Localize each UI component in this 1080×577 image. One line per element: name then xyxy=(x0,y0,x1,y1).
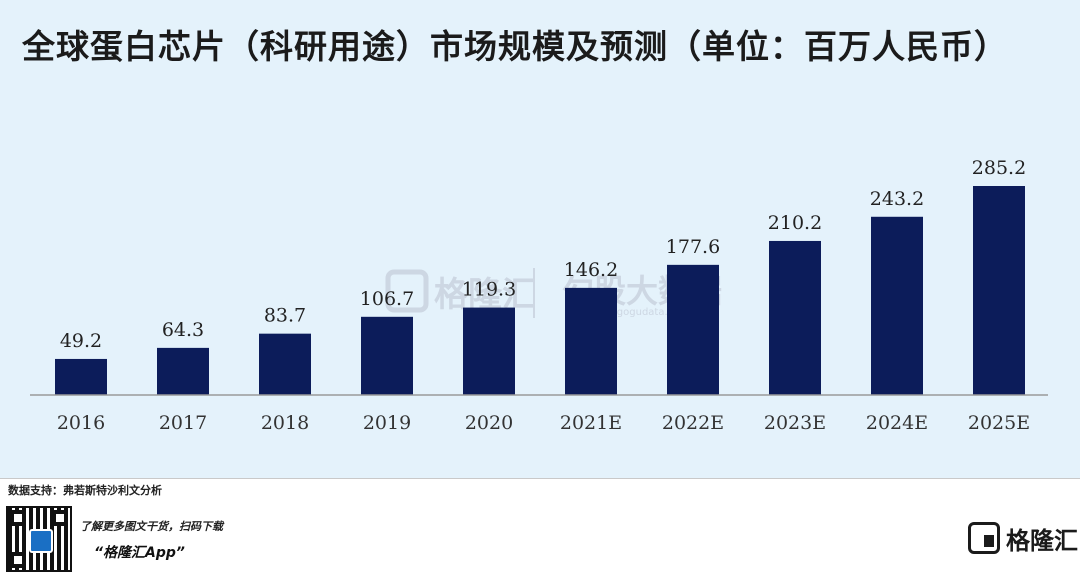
bar-chart: 格隆汇 勾股大数据 www.gogudata.com 2016 2017 2018 2… xyxy=(30,157,1048,434)
value-label: 64.3 xyxy=(162,319,204,341)
bar-2018 xyxy=(259,333,311,395)
qr-logo-icon xyxy=(29,529,53,553)
value-label: 177.6 xyxy=(666,236,720,258)
bar-2025E xyxy=(973,186,1025,395)
x-tick-label: 2019 xyxy=(363,412,411,434)
value-label: 243.2 xyxy=(870,188,924,210)
watermark-url: www.gogudata.com xyxy=(590,307,689,318)
bar-2017 xyxy=(157,347,209,395)
brand-logo-text: 格隆汇 xyxy=(1006,526,1078,555)
brand-logo-icon xyxy=(968,522,1000,554)
value-label: 119.3 xyxy=(462,279,516,301)
value-label: 49.2 xyxy=(60,330,102,352)
value-labels: 49.2 64.3 83.7 106.7 119.3 146.2 177.6 210.2 243… xyxy=(60,157,1026,352)
value-label: 106.7 xyxy=(360,288,414,310)
bars-group xyxy=(55,186,1025,395)
x-tick-label: 2020 xyxy=(465,412,513,434)
value-label: 83.7 xyxy=(264,305,306,327)
footer: 数据支持：弗若斯特沙利文分析 了解更多图文干货，扫码下载 “格隆汇App” 格隆… xyxy=(0,478,1080,577)
x-tick-label: 2024E xyxy=(866,412,928,434)
x-tick-label: 2018 xyxy=(261,412,309,434)
source-note: 数据支持：弗若斯特沙利文分析 xyxy=(8,484,162,497)
bar-2022E xyxy=(667,264,719,395)
bar-2023E xyxy=(769,240,821,395)
x-tick-label: 2016 xyxy=(57,412,105,434)
chart-title: 全球蛋白芯片（科研用途）市场规模及预测（单位：百万人民币） xyxy=(22,27,1008,66)
watermark-logo-icon xyxy=(385,269,429,313)
bar-2024E xyxy=(871,216,923,395)
x-tick-labels: 2016 2017 2018 2019 2020 2021E 2022E 2023E 2024E… xyxy=(57,412,1030,434)
qr-code[interactable] xyxy=(6,506,72,572)
bar-2016 xyxy=(55,358,107,395)
bar-2019 xyxy=(361,316,413,395)
brand-logo: 格隆汇 xyxy=(968,520,1078,556)
promo-text: 了解更多图文干货，扫码下载 xyxy=(80,520,223,533)
bar-2020 xyxy=(463,307,515,395)
value-label: 285.2 xyxy=(972,157,1026,179)
x-tick-label: 2021E xyxy=(560,412,622,434)
x-tick-label: 2017 xyxy=(159,412,207,434)
x-tick-label: 2025E xyxy=(968,412,1030,434)
value-label: 146.2 xyxy=(564,259,618,281)
x-tick-label: 2023E xyxy=(764,412,826,434)
app-name: “格隆汇App” xyxy=(94,545,185,561)
value-label: 210.2 xyxy=(768,212,822,234)
bar-2021E xyxy=(565,287,617,395)
x-tick-label: 2022E xyxy=(662,412,724,434)
